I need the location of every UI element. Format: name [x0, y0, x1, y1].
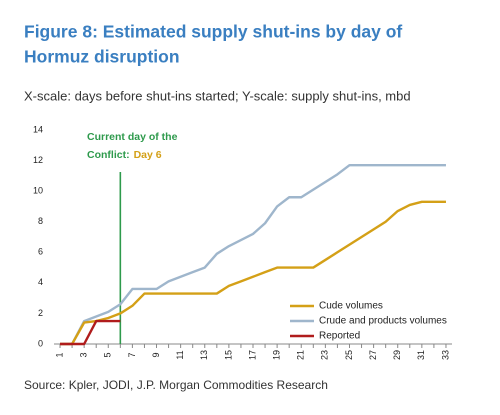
y-tick-label: 2 [38, 308, 43, 318]
series-line [60, 163, 446, 346]
annotation: Conflict: Day 6 [87, 149, 162, 161]
x-tick-label: 1 [54, 352, 64, 357]
y-tick-label: 14 [33, 124, 43, 134]
y-tick-label: 4 [38, 277, 43, 287]
x-tick-label: 23 [320, 350, 330, 360]
x-tick-label: 7 [127, 352, 137, 357]
annotation: Current day of the [87, 131, 178, 143]
x-tick-label: 13 [199, 350, 209, 360]
x-tick-label: 27 [368, 350, 378, 360]
x-tick-label: 9 [151, 352, 161, 357]
x-tick-label: 5 [103, 352, 113, 357]
y-tick-label: 0 [38, 338, 43, 348]
series-line [60, 319, 121, 346]
legend-label: Reported [319, 331, 360, 342]
legend-label: Cude volumes [319, 301, 383, 312]
y-tick-label: 10 [33, 186, 43, 196]
series-line [60, 200, 446, 346]
x-tick-label: 11 [175, 350, 185, 359]
x-tick-label: 19 [271, 350, 281, 360]
x-tick-label: 31 [416, 350, 426, 360]
x-tick-label: 17 [247, 350, 257, 360]
chart-subtitle: X-scale: days before shut-ins started; Y… [24, 88, 411, 103]
y-tick-label: 12 [33, 155, 43, 165]
source: Source: Kpler, JODI, J.P. Morgan Commodi… [24, 378, 328, 392]
y-tick-label: 6 [38, 247, 43, 257]
chart-title: Figure 8: Estimated supply shut-ins by d… [24, 22, 402, 42]
x-tick-label: 21 [296, 350, 306, 360]
x-tick-label: 25 [344, 350, 354, 360]
chart-title: Hormuz disruption [24, 47, 180, 67]
x-tick-label: 29 [392, 350, 402, 360]
legend-label: Crude and products volumes [319, 316, 447, 327]
annotation-part: Conflict: [87, 149, 130, 161]
x-tick-label: 3 [79, 352, 89, 357]
annotation-part: Day 6 [134, 149, 162, 161]
x-tick-label: 15 [223, 350, 233, 360]
y-tick-label: 8 [38, 216, 43, 226]
x-tick-label: 33 [440, 350, 450, 360]
